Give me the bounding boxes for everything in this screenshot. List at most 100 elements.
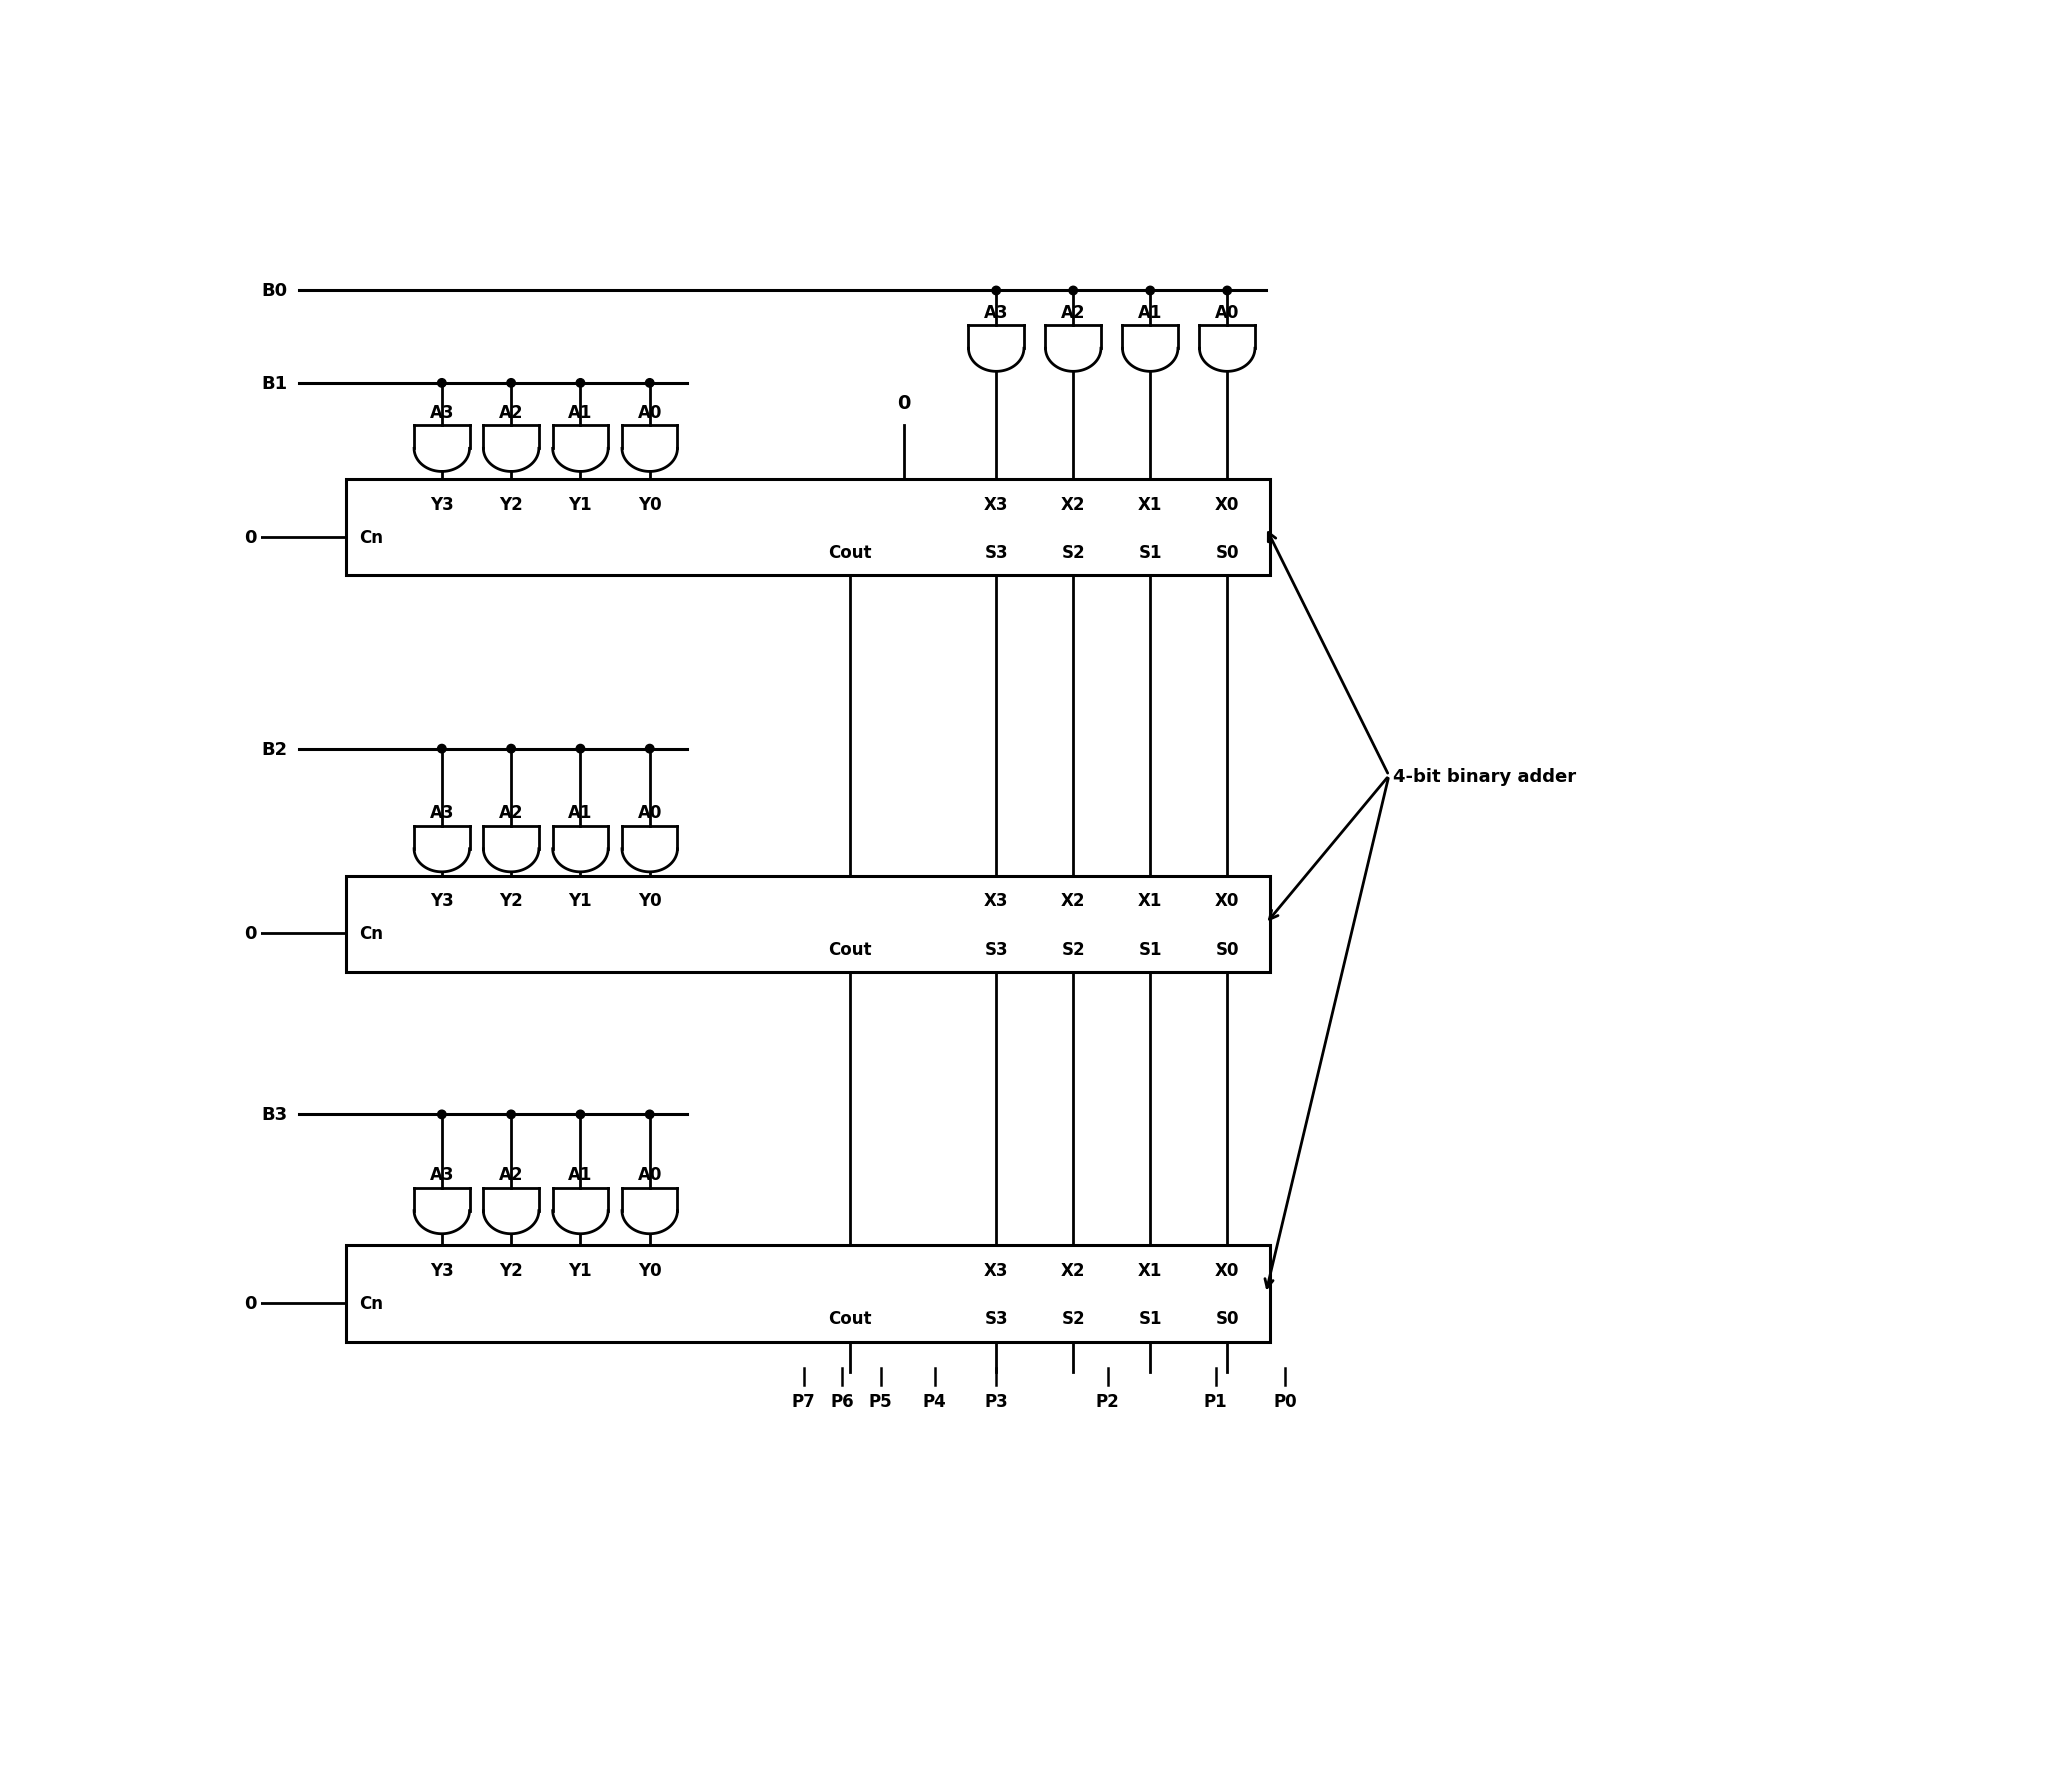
Circle shape xyxy=(577,746,585,753)
Polygon shape xyxy=(552,1187,608,1234)
Text: S2: S2 xyxy=(1062,940,1084,958)
Text: S2: S2 xyxy=(1062,545,1084,562)
Polygon shape xyxy=(968,326,1023,372)
Text: Y0: Y0 xyxy=(638,1262,661,1280)
Text: A1: A1 xyxy=(569,404,593,422)
Text: 0: 0 xyxy=(246,1294,258,1312)
Text: A3: A3 xyxy=(430,1166,454,1184)
Text: A0: A0 xyxy=(638,1166,663,1184)
Text: Y0: Y0 xyxy=(638,495,661,513)
Text: X0: X0 xyxy=(1215,1262,1240,1280)
Polygon shape xyxy=(1046,326,1101,372)
Text: A2: A2 xyxy=(499,1166,524,1184)
Polygon shape xyxy=(1123,326,1178,372)
Text: X1: X1 xyxy=(1138,495,1162,513)
Text: 4-bit binary adder: 4-bit binary adder xyxy=(1393,767,1575,785)
Text: S3: S3 xyxy=(984,1310,1009,1328)
Text: Y1: Y1 xyxy=(569,495,591,513)
Text: X2: X2 xyxy=(1062,1262,1086,1280)
Text: S0: S0 xyxy=(1215,1310,1240,1328)
Text: X3: X3 xyxy=(984,1262,1009,1280)
Text: X3: X3 xyxy=(984,892,1009,910)
Circle shape xyxy=(507,746,516,753)
Polygon shape xyxy=(483,425,538,472)
Text: Y0: Y0 xyxy=(638,892,661,910)
Text: Y2: Y2 xyxy=(499,495,524,513)
Circle shape xyxy=(1146,287,1154,295)
Circle shape xyxy=(507,1111,516,1120)
Circle shape xyxy=(438,746,446,753)
Text: Y1: Y1 xyxy=(569,1262,591,1280)
Bar xyxy=(346,1246,1271,1342)
Text: Y1: Y1 xyxy=(569,892,591,910)
Text: X3: X3 xyxy=(984,495,1009,513)
Text: A2: A2 xyxy=(499,803,524,822)
Text: X1: X1 xyxy=(1138,1262,1162,1280)
Text: P6: P6 xyxy=(831,1392,853,1410)
Text: Cn: Cn xyxy=(360,1294,383,1312)
Text: A2: A2 xyxy=(1062,303,1086,322)
Circle shape xyxy=(438,379,446,388)
Text: S3: S3 xyxy=(984,545,1009,562)
Text: B2: B2 xyxy=(262,740,288,758)
Text: Y3: Y3 xyxy=(430,1262,454,1280)
Text: 0: 0 xyxy=(246,926,258,943)
Text: Cout: Cout xyxy=(829,1310,872,1328)
Polygon shape xyxy=(413,826,469,872)
Polygon shape xyxy=(552,425,608,472)
Text: 0: 0 xyxy=(896,393,910,413)
Text: P3: P3 xyxy=(984,1392,1009,1410)
Text: B1: B1 xyxy=(262,374,288,393)
Text: A1: A1 xyxy=(569,1166,593,1184)
Circle shape xyxy=(438,1111,446,1120)
Text: A1: A1 xyxy=(1138,303,1162,322)
Text: A3: A3 xyxy=(430,803,454,822)
Polygon shape xyxy=(622,425,677,472)
Text: P4: P4 xyxy=(923,1392,947,1410)
Text: A3: A3 xyxy=(984,303,1009,322)
Text: A0: A0 xyxy=(1215,303,1240,322)
Circle shape xyxy=(577,379,585,388)
Bar xyxy=(346,876,1271,972)
Polygon shape xyxy=(413,425,469,472)
Text: Y2: Y2 xyxy=(499,1262,524,1280)
Text: Cn: Cn xyxy=(360,529,383,546)
Text: B3: B3 xyxy=(262,1105,288,1123)
Text: A0: A0 xyxy=(638,404,663,422)
Text: S1: S1 xyxy=(1138,545,1162,562)
Bar xyxy=(346,481,1271,577)
Circle shape xyxy=(644,746,655,753)
Text: P0: P0 xyxy=(1273,1392,1297,1410)
Polygon shape xyxy=(622,826,677,872)
Text: A0: A0 xyxy=(638,803,663,822)
Text: Cout: Cout xyxy=(829,940,872,958)
Polygon shape xyxy=(622,1187,677,1234)
Text: X2: X2 xyxy=(1062,495,1086,513)
Text: S0: S0 xyxy=(1215,940,1240,958)
Text: P7: P7 xyxy=(792,1392,816,1410)
Text: B0: B0 xyxy=(262,283,288,301)
Circle shape xyxy=(1068,287,1078,295)
Circle shape xyxy=(507,379,516,388)
Text: S2: S2 xyxy=(1062,1310,1084,1328)
Text: P5: P5 xyxy=(870,1392,892,1410)
Circle shape xyxy=(992,287,1000,295)
Circle shape xyxy=(644,379,655,388)
Circle shape xyxy=(644,1111,655,1120)
Circle shape xyxy=(577,1111,585,1120)
Text: P2: P2 xyxy=(1097,1392,1119,1410)
Text: Y3: Y3 xyxy=(430,892,454,910)
Text: S1: S1 xyxy=(1138,1310,1162,1328)
Text: X2: X2 xyxy=(1062,892,1086,910)
Text: X0: X0 xyxy=(1215,892,1240,910)
Text: A3: A3 xyxy=(430,404,454,422)
Polygon shape xyxy=(483,1187,538,1234)
Polygon shape xyxy=(483,826,538,872)
Polygon shape xyxy=(1199,326,1254,372)
Text: Y3: Y3 xyxy=(430,495,454,513)
Text: X1: X1 xyxy=(1138,892,1162,910)
Text: S1: S1 xyxy=(1138,940,1162,958)
Text: A2: A2 xyxy=(499,404,524,422)
Text: P1: P1 xyxy=(1203,1392,1228,1410)
Text: S3: S3 xyxy=(984,940,1009,958)
